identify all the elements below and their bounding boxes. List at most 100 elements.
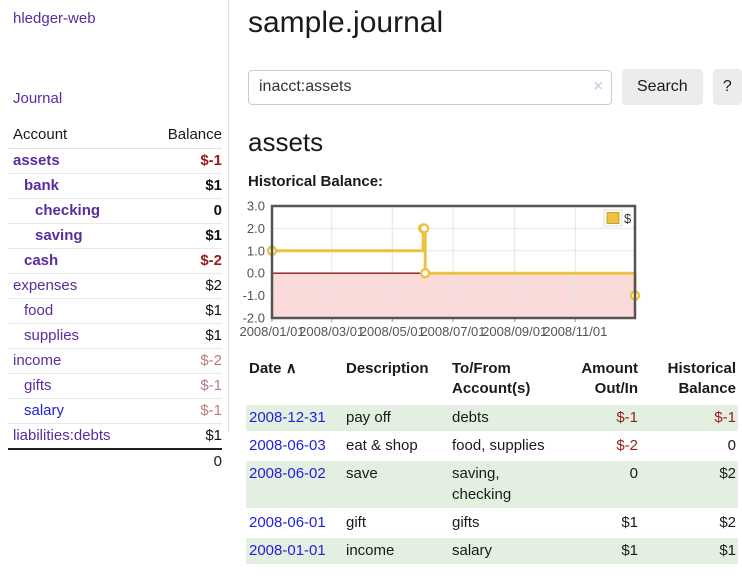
- svg-text:0.0: 0.0: [247, 266, 265, 281]
- help-button[interactable]: ?: [712, 69, 742, 105]
- account-link-salary[interactable]: salary: [24, 402, 65, 419]
- transaction-amount: 0: [553, 461, 640, 508]
- svg-text:1.0: 1.0: [247, 243, 265, 258]
- account-row: cash $-2: [8, 248, 222, 274]
- register-row: 2008-06-02 save saving, checking 0 $2: [246, 461, 738, 508]
- account-row: food $1: [8, 298, 222, 324]
- transaction-description: eat & shop: [346, 437, 418, 454]
- transaction-date-link[interactable]: 2008-06-02: [249, 465, 326, 482]
- transaction-description: pay off: [343, 405, 449, 431]
- search-input[interactable]: [248, 69, 612, 105]
- account-balance: $2: [143, 273, 222, 299]
- account-balance: $1: [143, 173, 222, 199]
- sidebar-divider: [228, 0, 229, 432]
- transaction-description: save: [343, 461, 449, 508]
- clear-search-icon[interactable]: ×: [593, 77, 603, 95]
- account-row: supplies $1: [8, 323, 222, 349]
- account-link-cash[interactable]: cash: [24, 252, 59, 269]
- svg-text:-1.0: -1.0: [243, 288, 265, 303]
- account-link-checking[interactable]: checking: [35, 202, 101, 219]
- account-row: checking 0: [8, 198, 222, 224]
- account-balance: $1: [143, 423, 222, 450]
- chart-svg: 2008/01/012008/03/012008/05/012008/07/01…: [239, 199, 641, 339]
- transaction-date-link[interactable]: 2008-06-03: [249, 437, 326, 454]
- account-link-food[interactable]: food: [24, 302, 54, 319]
- svg-text:2008/01/01: 2008/01/01: [239, 324, 304, 339]
- accounts-total-balance: 0: [143, 448, 222, 474]
- account-link-bank[interactable]: bank: [24, 177, 60, 194]
- account-balance: 0: [143, 198, 222, 224]
- svg-text:3.0: 3.0: [247, 199, 265, 214]
- register-header-row: Date ∧ Description To/From Account(s) Am…: [246, 357, 738, 403]
- svg-text:2008/07/01: 2008/07/01: [420, 324, 485, 339]
- account-balance: $1: [143, 323, 222, 349]
- transaction-amount: $-2: [616, 437, 638, 454]
- account-row: saving $1: [8, 223, 222, 249]
- transaction-balance: $-1: [640, 405, 738, 431]
- account-balance: $-1: [143, 398, 222, 424]
- sort-ascending-icon: ∧: [285, 360, 297, 377]
- svg-text:2.0: 2.0: [247, 221, 265, 236]
- svg-text:2008/11/01: 2008/11/01: [543, 324, 607, 339]
- register-header-amount: Amount Out/In: [581, 360, 638, 397]
- register-header-description: Description: [346, 360, 429, 377]
- historical-balance-chart: 2008/01/01 2008/03/01 2008/05/01 2008/07/01…: [239, 199, 742, 341]
- account-row: bank $1: [8, 173, 222, 199]
- register-table: Date ∧ Description To/From Account(s) Am…: [246, 355, 738, 566]
- transaction-date-link[interactable]: 2008-01-01: [249, 542, 326, 559]
- register-header-balance: Historical Balance: [667, 360, 736, 397]
- search-button[interactable]: Search: [622, 69, 703, 105]
- accounts-total-row: 0: [8, 448, 222, 474]
- transaction-accounts: gifts: [452, 514, 480, 531]
- accounts-header-account: Account: [8, 123, 144, 149]
- accounts-table: Account Balance assets $-1 bank $1 checking 0…: [8, 123, 222, 474]
- account-link-income[interactable]: income: [13, 352, 62, 369]
- transaction-balance: $1: [640, 538, 738, 564]
- account-link-liabilities:debts[interactable]: liabilities:debts: [13, 427, 111, 444]
- main-content: sample.journal × Search ? assets Histori…: [239, 0, 742, 566]
- transaction-accounts: food, supplies: [452, 437, 545, 454]
- transaction-description: income: [343, 538, 449, 564]
- transaction-accounts: saving, checking: [449, 461, 553, 508]
- transaction-accounts: salary: [449, 538, 553, 564]
- transaction-date-link[interactable]: 2008-06-01: [249, 514, 326, 531]
- transaction-balance: 0: [727, 437, 736, 454]
- account-row: expenses $2: [8, 273, 222, 299]
- register-row: 2008-06-01 gift gifts $1 $2: [246, 510, 738, 536]
- transaction-balance: $2: [640, 461, 738, 508]
- account-row: liabilities:debts $1: [8, 423, 222, 450]
- account-row: salary $-1: [8, 398, 222, 424]
- chart-title: Historical Balance:: [248, 173, 384, 190]
- transaction-amount: $1: [553, 538, 640, 564]
- account-link-supplies[interactable]: supplies: [24, 327, 80, 344]
- svg-text:2008/09/01: 2008/09/01: [482, 324, 547, 339]
- app-title-link[interactable]: hledger-web: [13, 10, 96, 27]
- transaction-amount: $-1: [553, 405, 640, 431]
- account-row: assets $-1: [8, 148, 222, 174]
- account-row: income $-2: [8, 348, 222, 374]
- account-link-expenses[interactable]: expenses: [13, 277, 78, 294]
- svg-text:-2.0: -2.0: [243, 311, 265, 326]
- transaction-date-link[interactable]: 2008-12-31: [249, 409, 326, 426]
- sidebar: hledger-web Journal Account Balance asse…: [0, 0, 228, 474]
- account-link-gifts[interactable]: gifts: [24, 377, 52, 394]
- account-link-saving[interactable]: saving: [35, 227, 83, 244]
- search-box: ×: [248, 69, 612, 105]
- account-balance: $-1: [143, 148, 222, 174]
- sidebar-item-journal[interactable]: Journal: [13, 90, 63, 107]
- account-balance: $-2: [143, 348, 222, 374]
- transaction-accounts: debts: [449, 405, 553, 431]
- transaction-amount: $1: [621, 514, 638, 531]
- search-form: × Search ?: [248, 69, 742, 105]
- svg-text:$: $: [624, 211, 632, 226]
- accounts-table-header-row: Account Balance: [8, 123, 222, 149]
- register-header-accounts: To/From Account(s): [452, 360, 531, 397]
- register-header-date[interactable]: Date ∧: [246, 357, 343, 403]
- account-link-assets[interactable]: assets: [13, 152, 60, 169]
- register-row: 2008-01-01 income salary $1 $1: [246, 538, 738, 564]
- transaction-description: gift: [346, 514, 367, 531]
- account-balance: $-2: [143, 248, 222, 274]
- transaction-balance: $2: [719, 514, 736, 531]
- account-balance: $1: [143, 298, 222, 324]
